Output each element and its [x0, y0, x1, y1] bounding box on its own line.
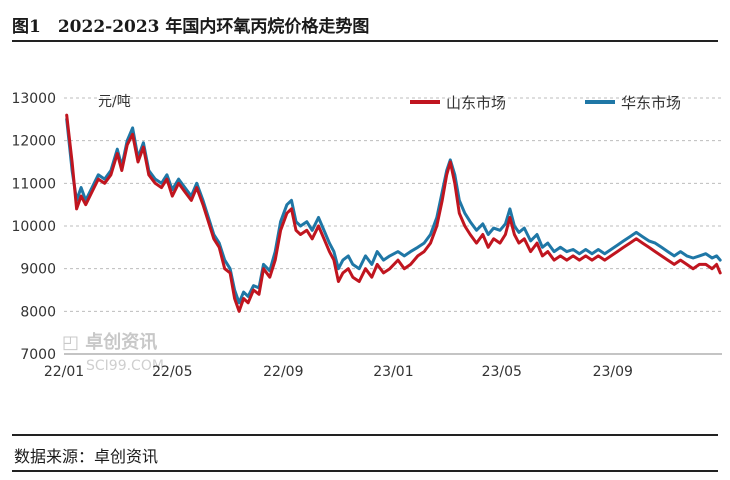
- y-tick-label: 12000: [11, 134, 56, 150]
- price-line-chart: ◰ 卓创资讯 SCI99.COM 13000 12000 11000 10000 9000 8…: [11, 91, 722, 380]
- watermark-url: SCI99.COM: [86, 358, 164, 374]
- x-tick-label: 22/01: [44, 364, 84, 380]
- series-line-shandong: [65, 113, 722, 313]
- y-tick-label: 8000: [20, 304, 56, 320]
- series-line-huadong: [65, 117, 722, 305]
- x-tick-label: 22/05: [152, 364, 192, 380]
- x-tick-label: 22/09: [263, 364, 303, 380]
- legend-label: 山东市场: [446, 94, 506, 112]
- y-tick-label: 11000: [11, 176, 56, 192]
- legend-label: 华东市场: [621, 94, 681, 112]
- x-tick-label: 23/05: [482, 364, 522, 380]
- footer-divider: [12, 434, 718, 436]
- y-tick-label: 13000: [11, 91, 56, 107]
- x-tick-label: 23/09: [593, 364, 633, 380]
- x-tick-label: 23/01: [373, 364, 413, 380]
- y-axis-label: 元/吨: [98, 94, 131, 110]
- y-tick-label: 10000: [11, 219, 56, 235]
- watermark-text: ◰ 卓创资讯: [62, 331, 157, 353]
- data-source: 数据来源：卓创资讯: [14, 447, 159, 466]
- title-bar: 图1 2022-2023 年国内环氧丙烷价格走势图: [12, 8, 718, 42]
- chart-container: ◰ 卓创资讯 SCI99.COM 13000 12000 11000 10000 9000 8…: [0, 44, 730, 436]
- y-tick-label: 7000: [20, 347, 56, 363]
- footer-bottom-rule: [12, 470, 718, 472]
- y-tick-label: 9000: [20, 262, 56, 278]
- page-title: 图1 2022-2023 年国内环氧丙烷价格走势图: [12, 17, 370, 37]
